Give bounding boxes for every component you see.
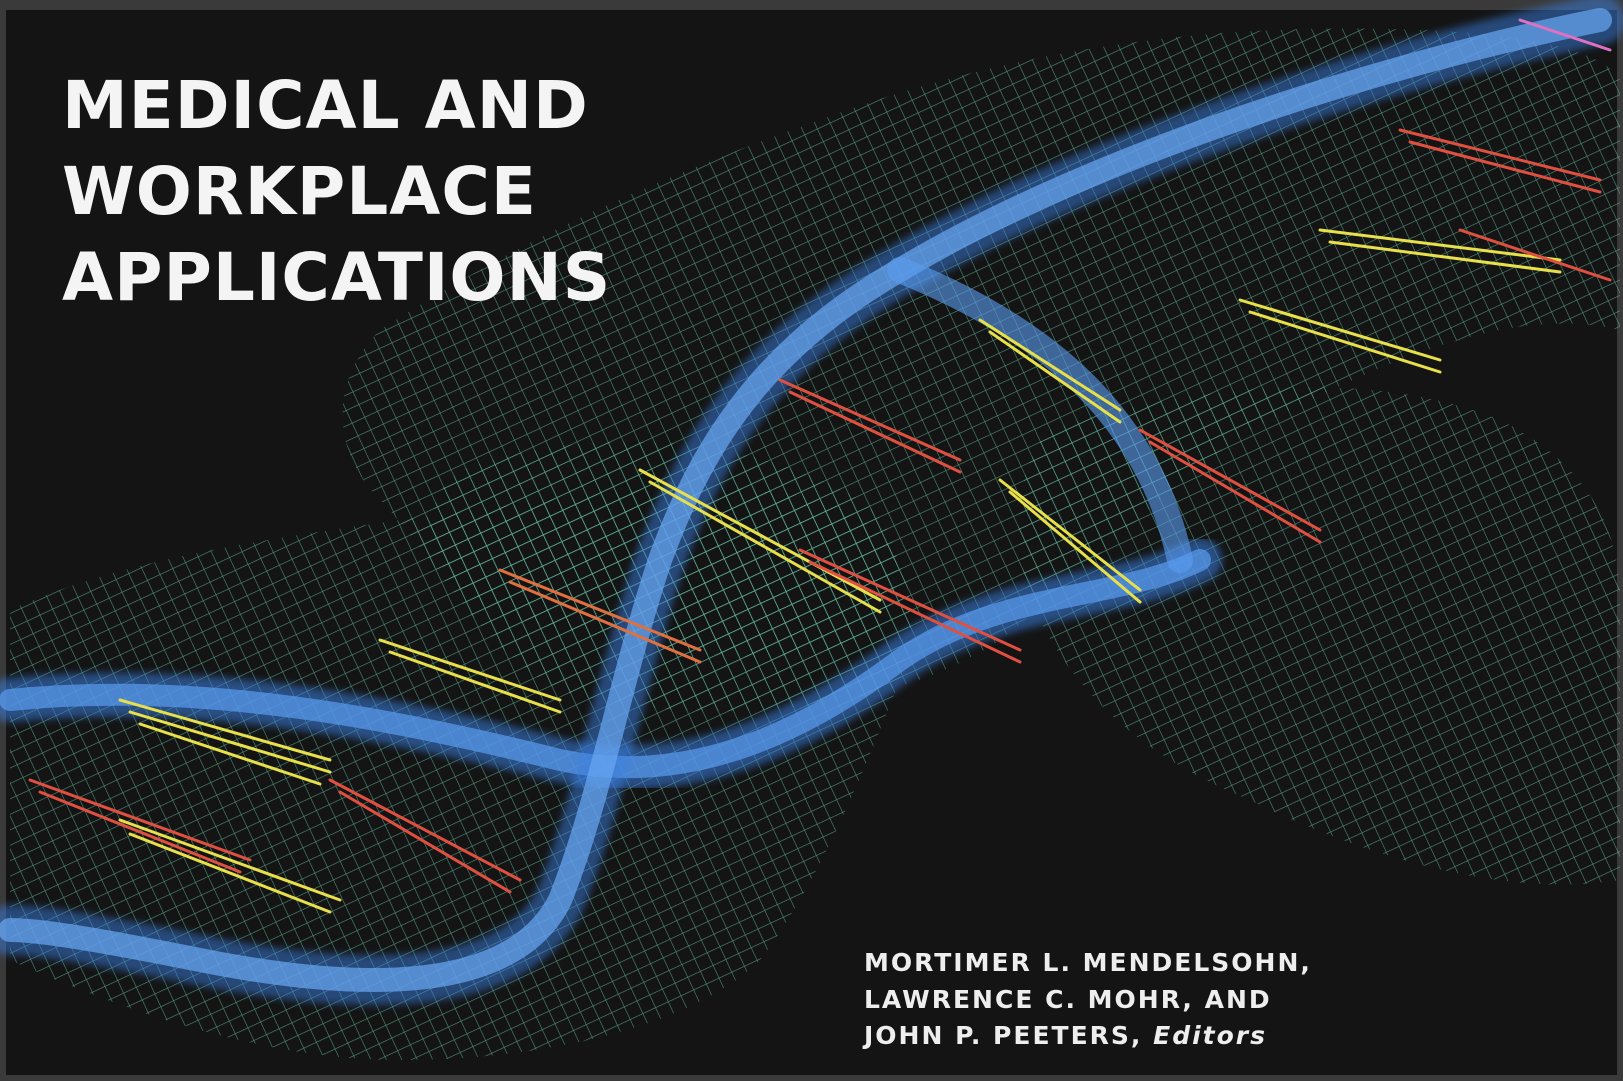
title-line: WORKPLACE bbox=[62, 153, 537, 230]
editor-line: LAWRENCE C. MOHR, AND bbox=[864, 985, 1272, 1014]
editors-block: MORTIMER L. MENDELSOHN, LAWRENCE C. MOHR… bbox=[862, 948, 1312, 1050]
editor-line: MORTIMER L. MENDELSOHN, bbox=[864, 948, 1312, 977]
editor-line: JOHN P. PEETERS, Editors bbox=[862, 1021, 1267, 1050]
book-cover: MEDICAL AND WORKPLACE APPLICATIONS MORTI… bbox=[0, 0, 1623, 1081]
page: MEDICAL AND WORKPLACE APPLICATIONS MORTI… bbox=[0, 0, 1623, 1081]
title-line: MEDICAL AND bbox=[62, 67, 589, 144]
title-line: APPLICATIONS bbox=[62, 239, 611, 316]
editor-name: JOHN P. PEETERS, bbox=[862, 1021, 1142, 1050]
title-block: MEDICAL AND WORKPLACE APPLICATIONS bbox=[62, 67, 611, 316]
editor-role: Editors bbox=[1153, 1021, 1267, 1050]
